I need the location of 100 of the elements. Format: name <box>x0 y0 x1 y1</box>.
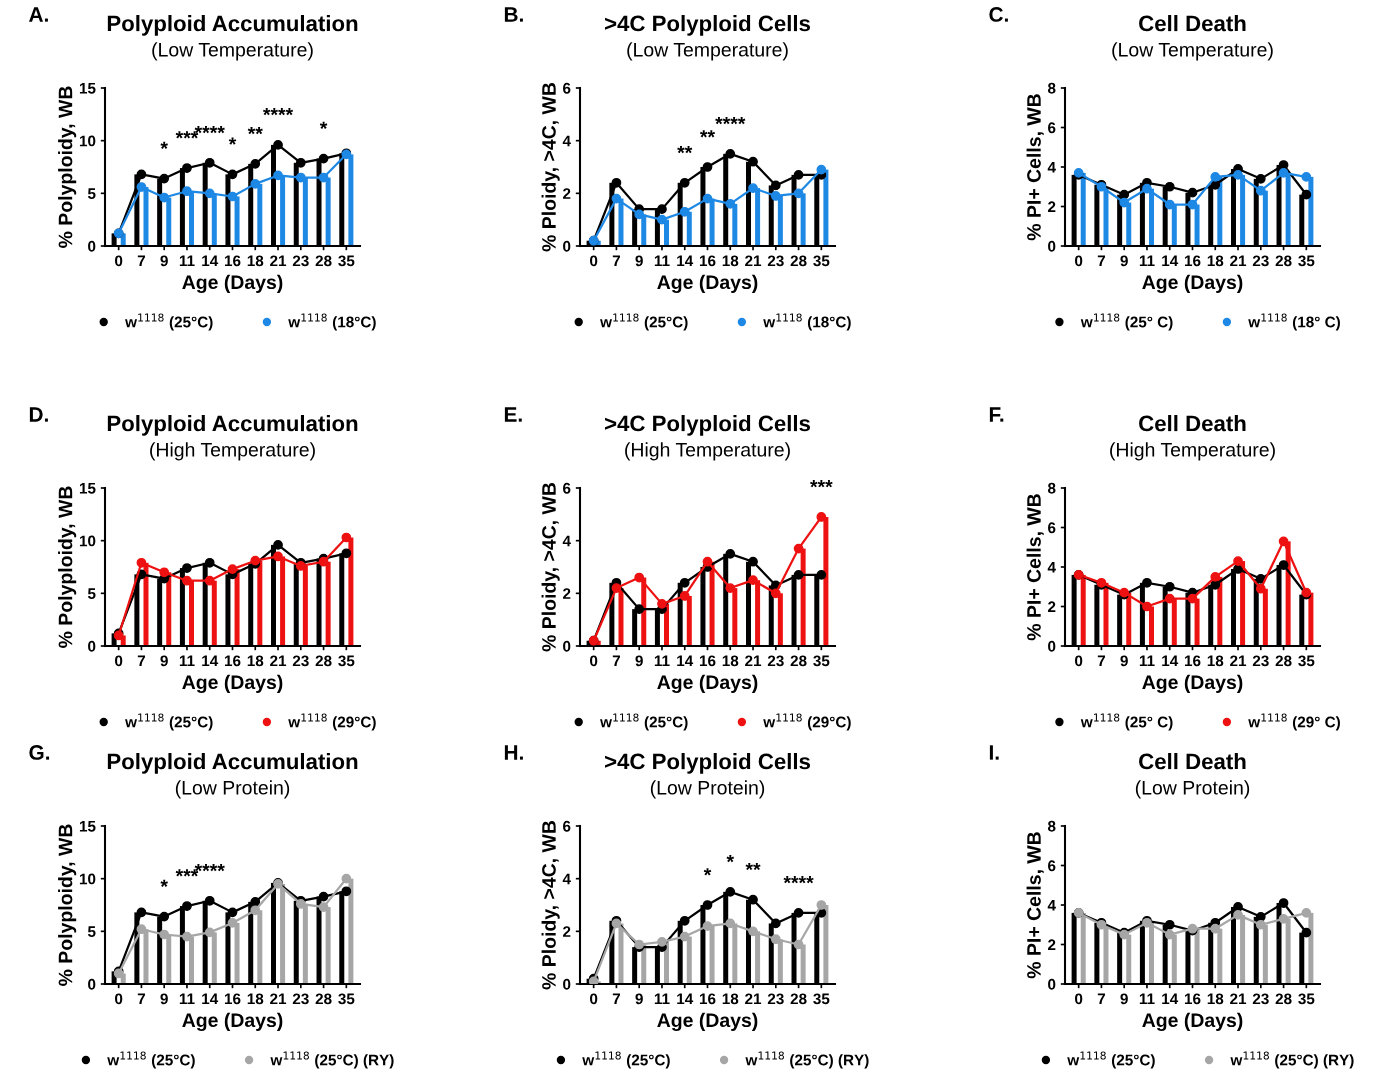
legend-label: w$^{1118}$ (25°C) (RY) <box>745 1051 869 1069</box>
annotation: **** <box>783 876 814 884</box>
chart-title: Polyploid Accumulation <box>107 415 358 436</box>
y-tick-label: 15 <box>79 483 96 494</box>
x-tick-label: 14 <box>1162 255 1179 267</box>
annotation: * <box>160 141 168 149</box>
y-tick-label: 0 <box>563 640 571 652</box>
y-tick-label: 8 <box>1047 482 1056 494</box>
y-tick-label: 6 <box>1048 522 1056 534</box>
x-tick-label: 9 <box>160 255 168 267</box>
text: C. <box>989 7 1008 22</box>
x-tick-label: 35 <box>813 255 830 267</box>
y-tick-label: 10 <box>79 135 96 147</box>
y-axis-title: % Polyploidy, WB <box>58 824 77 986</box>
x-tick-label: 16 <box>1184 655 1201 667</box>
annotation: * <box>726 854 735 863</box>
chart-subtitle: (Low Temperature) <box>627 42 788 61</box>
legend-label: w$^{1118}$ (29°C) <box>763 713 851 731</box>
legend-label: w$^{1118}$ (29° C) <box>1248 713 1340 731</box>
x-tick-label: 14 <box>677 993 694 1005</box>
chart-subtitle: (High Temperature) <box>625 442 790 461</box>
text: D. <box>29 407 48 422</box>
x-tick-label: 0 <box>590 655 598 667</box>
legend-label: w$^{1118}$ (18° C) <box>1248 313 1340 331</box>
y-tick-label: 6 <box>563 82 571 94</box>
x-tick-label: 7 <box>612 255 621 267</box>
annotation: *** <box>175 869 199 877</box>
chart-title: Cell Death <box>1139 753 1246 770</box>
chart-title: >4C Polyploid Cells <box>605 15 811 36</box>
x-tick-label: 0 <box>1075 655 1083 667</box>
x-tick-label: 11 <box>1139 655 1155 667</box>
y-tick-label: 5 <box>87 926 96 938</box>
x-tick-label: 9 <box>635 255 643 267</box>
y-tick-label: 6 <box>1048 860 1056 872</box>
x-tick-label: 23 <box>292 655 309 667</box>
x-tick-label: 16 <box>699 993 716 1005</box>
annotation: ** <box>677 145 693 154</box>
x-tick-label: 23 <box>767 655 784 667</box>
x-tick-label: 21 <box>745 255 762 267</box>
legend-label: w$^{1118}$ (25°C) <box>600 313 688 331</box>
x-tick-label: 9 <box>160 993 168 1005</box>
y-tick-label: 0 <box>1048 978 1056 990</box>
x-axis-title: Age (Days) <box>1142 674 1243 694</box>
x-tick-label: 35 <box>1298 993 1315 1005</box>
x-tick-label: 35 <box>813 993 830 1005</box>
chart-subtitle: (High Temperature) <box>150 442 315 461</box>
x-tick-label: 18 <box>722 255 739 267</box>
x-tick-label: 14 <box>1162 993 1179 1005</box>
x-tick-label: 21 <box>1230 255 1247 267</box>
x-tick-label: 11 <box>1139 255 1155 267</box>
text: G. <box>29 745 50 760</box>
y-tick-label: 5 <box>87 188 96 200</box>
x-tick-label: 7 <box>612 993 621 1005</box>
chart-title: Cell Death <box>1139 415 1246 432</box>
annotation: * <box>319 121 328 129</box>
x-tick-label: 9 <box>160 655 168 667</box>
y-tick-label: 4 <box>562 873 571 885</box>
x-tick-label: 16 <box>1184 993 1201 1005</box>
x-tick-label: 7 <box>612 655 621 667</box>
legend-label: w$^{1118}$ (25°C) (RY) <box>270 1051 394 1069</box>
x-tick-label: 0 <box>115 655 123 667</box>
x-tick-label: 18 <box>722 655 739 667</box>
y-tick-label: 0 <box>563 978 571 990</box>
x-tick-label: 28 <box>1275 993 1292 1005</box>
x-tick-label: 7 <box>137 993 146 1005</box>
chart-title: >4C Polyploid Cells <box>605 415 811 436</box>
annotation: **** <box>262 108 294 116</box>
x-tick-label: 18 <box>247 655 264 667</box>
legend-label: w$^{1118}$ (29°C) <box>288 713 376 731</box>
x-tick-label: 28 <box>790 655 807 667</box>
chart-subtitle: (Low Protein) <box>1135 780 1250 799</box>
x-tick-label: 0 <box>1075 993 1083 1005</box>
x-tick-label: 23 <box>767 255 784 267</box>
x-tick-label: 18 <box>247 993 264 1005</box>
x-tick-label: 35 <box>338 255 355 267</box>
text: E. <box>504 407 522 422</box>
x-tick-label: 21 <box>745 655 762 667</box>
x-axis-title: Age (Days) <box>182 1012 283 1032</box>
y-axis-title: % Polyploidy, WB <box>58 486 77 648</box>
y-tick-label: 10 <box>79 873 96 885</box>
x-axis-title: Age (Days) <box>1142 274 1243 294</box>
chart-title: >4C Polyploid Cells <box>605 753 811 774</box>
x-tick-label: 18 <box>1207 655 1224 667</box>
x-tick-label: 7 <box>137 655 146 667</box>
y-tick-label: 0 <box>88 240 96 252</box>
x-axis-title: Age (Days) <box>657 1012 758 1032</box>
y-tick-label: 0 <box>1048 240 1056 252</box>
x-tick-label: 35 <box>1298 255 1315 267</box>
x-tick-label: 28 <box>1275 655 1292 667</box>
y-axis-title: % PI+ Cells, WB <box>1026 494 1044 641</box>
y-tick-label: 2 <box>563 926 571 937</box>
y-tick-label: 6 <box>1048 122 1056 134</box>
x-tick-label: 9 <box>1120 655 1128 667</box>
chart-title: Cell Death <box>1139 15 1246 32</box>
y-axis-title: % Ploidy, >4C, WB <box>541 482 560 652</box>
text: I. <box>989 745 999 760</box>
legend-label: w$^{1118}$ (25° C) <box>1080 713 1173 731</box>
x-axis-title: Age (Days) <box>1142 1012 1243 1032</box>
x-tick-label: 0 <box>115 255 123 267</box>
x-axis-title: Age (Days) <box>182 274 283 294</box>
